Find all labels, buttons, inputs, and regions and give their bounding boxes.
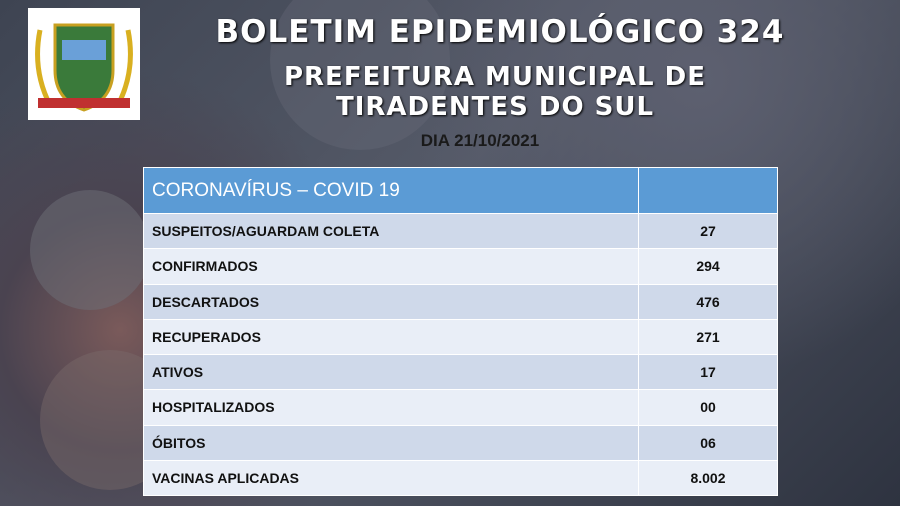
table-row: SUSPEITOS/AGUARDAM COLETA 27 (143, 212, 778, 250)
table-row: HOSPITALIZADOS 00 (143, 389, 778, 426)
data-table: CORONAVÍRUS – COVID 19 SUSPEITOS/AGUARDA… (143, 167, 778, 497)
label-cell: ATIVOS (143, 353, 639, 391)
value-cell: 27 (638, 212, 778, 250)
value-cell: 476 (638, 283, 778, 320)
label-cell: SUSPEITOS/AGUARDAM COLETA (143, 212, 639, 250)
value-cell: 06 (638, 424, 778, 461)
header-row: CORONAVÍRUS – COVID 19 (143, 167, 778, 214)
value-cell: 271 (638, 318, 778, 356)
label-cell: RECUPERADOS (143, 318, 639, 356)
table-row: CONFIRMADOS 294 (143, 248, 778, 285)
table-row: ÓBITOS 06 (143, 424, 778, 461)
value-cell: 17 (638, 353, 778, 391)
label-cell: HOSPITALIZADOS (143, 389, 639, 426)
table-row: RECUPERADOS 271 (143, 318, 778, 356)
value-cell: 00 (638, 389, 778, 426)
table-row: DESCARTADOS 476 (143, 283, 778, 320)
label-cell: ÓBITOS (143, 424, 639, 461)
value-cell: 294 (638, 248, 778, 285)
date: DIA 21/10/2021 (420, 131, 540, 150)
table-row: ATIVOS 17 (143, 353, 778, 391)
label-cell: DESCARTADOS (143, 283, 639, 320)
label-cell: VACINAS APLICADAS (143, 459, 639, 497)
subtitle: PREFEITURA MUNICIPAL DE TIRADENTES DO SU… (283, 62, 706, 122)
table-row: VACINAS APLICADAS 8.002 (143, 459, 778, 497)
value-cell: 8.002 (638, 459, 778, 497)
header-cell: CORONAVÍRUS – COVID 19 (143, 167, 639, 214)
header-cell (638, 167, 778, 214)
label-cell: CONFIRMADOS (143, 248, 639, 285)
title: BOLETIM EPIDEMIOLÓGICO 324 (215, 14, 785, 50)
